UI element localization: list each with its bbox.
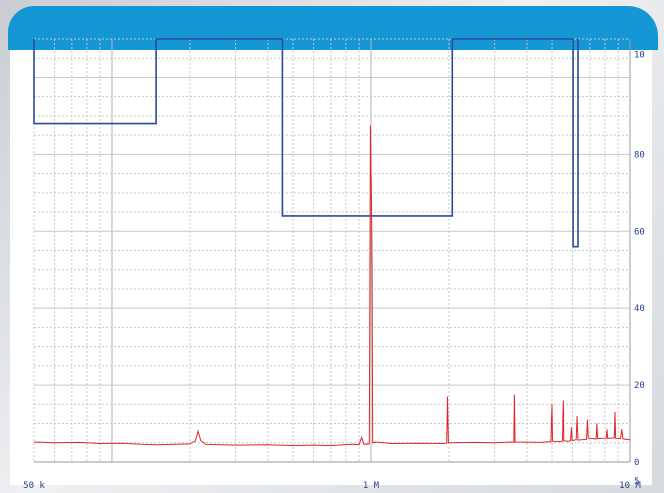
y-tick-label: 20 [634, 381, 645, 391]
y-tick-label: 0 [634, 458, 639, 468]
y-tick-label: 60 [634, 227, 645, 237]
window-frame [10, 30, 652, 485]
y-tick-label: 40 [634, 304, 645, 314]
plot-grid [33, 38, 631, 463]
spectrum-trace [33, 125, 631, 447]
tick-label-group: 50 k 1 M 10 M 10 80 60 40 20 0 5 [23, 50, 645, 491]
x-tick-label: 50 k [23, 481, 45, 491]
limit-line-group [33, 38, 579, 248]
spectrum-trace-group [33, 125, 631, 447]
y-tick-label: 80 [634, 150, 645, 160]
x-tick-label: 1 M [363, 481, 380, 491]
plot-axes [34, 39, 631, 463]
title-bar[interactable] [8, 6, 658, 50]
y-tick-label: 5 [634, 477, 639, 487]
limit-line [33, 38, 579, 248]
y-tick-label: 10 [634, 50, 645, 60]
x-tick-label: 10 M [619, 481, 641, 491]
